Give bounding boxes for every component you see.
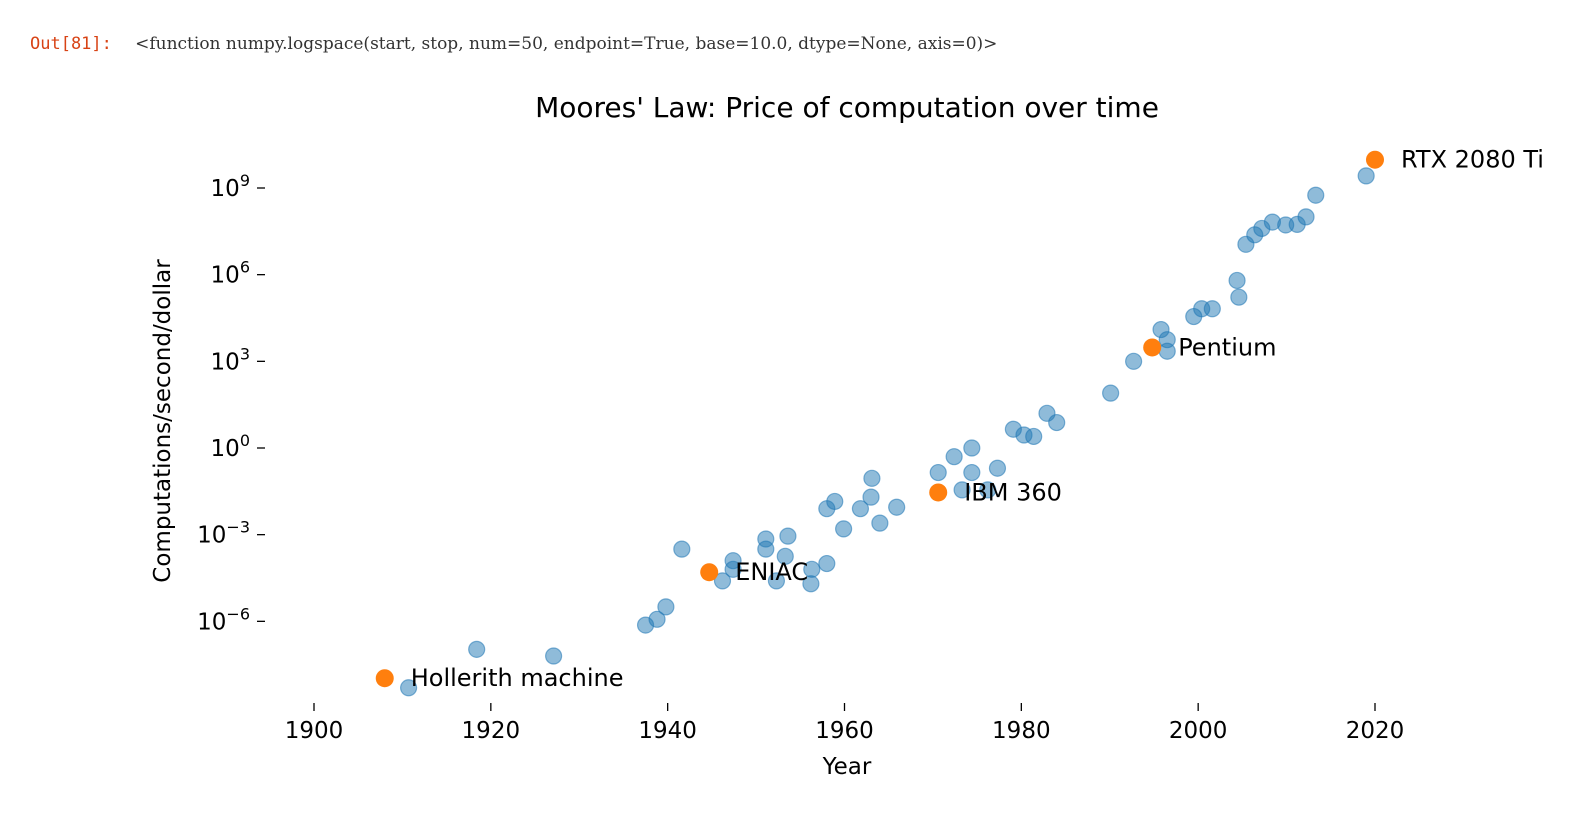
y-axis-label: Computations/second/dollar bbox=[150, 259, 176, 583]
scatter-point bbox=[851, 500, 870, 518]
scatter-point bbox=[757, 540, 775, 558]
scatter-point bbox=[929, 463, 947, 482]
scatter-point bbox=[1025, 427, 1043, 446]
y-axis-ticks: 10−6 10−3 100 103 106 109 bbox=[197, 171, 265, 635]
y-tick-label: 103 bbox=[211, 344, 250, 375]
scatter-point bbox=[863, 469, 881, 487]
y-tick-label: 109 bbox=[211, 171, 250, 202]
point-annotations: Hollerith machine ENIAC IBM 360 Pentium RTX … bbox=[411, 146, 1544, 693]
output-text: <function numpy.logspace(start, stop, nu… bbox=[135, 34, 998, 54]
scatter-point bbox=[963, 439, 981, 457]
highlight-point bbox=[929, 483, 948, 502]
x-tick-label: 1900 bbox=[285, 718, 344, 744]
y-tick-label: 10−3 bbox=[197, 518, 250, 549]
scatter-point bbox=[1102, 384, 1120, 402]
x-axis-ticks: 1900 1920 1940 1960 1980 2000 2020 bbox=[285, 703, 1405, 744]
annotation-label: Pentium bbox=[1178, 333, 1276, 361]
scatter-point bbox=[724, 560, 742, 578]
scatter-point bbox=[767, 572, 786, 590]
scatter-point bbox=[648, 610, 666, 628]
scatter-point bbox=[988, 459, 1007, 477]
scatter-point bbox=[400, 679, 418, 697]
y-tick-label: 10−6 bbox=[197, 604, 250, 635]
scatter-point bbox=[818, 554, 836, 573]
scatter-point bbox=[776, 547, 794, 565]
scatter-point bbox=[835, 520, 853, 538]
scatter-point bbox=[963, 463, 981, 482]
output-prompt: Out[81]: bbox=[30, 34, 112, 54]
scatter-point bbox=[1158, 342, 1176, 360]
output-cell: Out[81]: <function numpy.logspace(start,… bbox=[30, 30, 997, 58]
scatter-point bbox=[1203, 300, 1221, 318]
chart-title: Moores' Law: Price of computation over t… bbox=[535, 91, 1159, 124]
x-axis-label: Year bbox=[822, 754, 872, 780]
scatter-point bbox=[657, 598, 675, 616]
scatter-point bbox=[803, 560, 821, 578]
scatter-point bbox=[1048, 413, 1066, 432]
scatter-point bbox=[1357, 167, 1375, 185]
scatter-point bbox=[888, 498, 906, 516]
x-tick-label: 2020 bbox=[1346, 718, 1405, 744]
highlight-point bbox=[1143, 338, 1162, 357]
annotation-label: RTX 2080 Ti bbox=[1401, 146, 1544, 174]
scatter-point bbox=[1307, 186, 1325, 204]
x-tick-label: 1980 bbox=[992, 718, 1051, 744]
scatter-point bbox=[1230, 288, 1248, 306]
scatter-series-main bbox=[400, 167, 1375, 697]
scatter-point bbox=[953, 481, 971, 499]
scatter-point bbox=[713, 572, 732, 590]
x-tick-label: 1940 bbox=[638, 718, 697, 744]
scatter-point bbox=[862, 488, 880, 506]
highlight-point bbox=[1366, 150, 1384, 169]
y-tick-label: 100 bbox=[211, 431, 250, 462]
scatter-point bbox=[979, 481, 997, 499]
annotation-label: Hollerith machine bbox=[411, 664, 624, 692]
x-tick-label: 2000 bbox=[1169, 718, 1228, 744]
annotation-label: ENIAC bbox=[735, 558, 808, 586]
highlight-point bbox=[375, 669, 394, 688]
scatter-point bbox=[1297, 208, 1315, 226]
scatter-point bbox=[1125, 352, 1143, 370]
highlight-point bbox=[700, 563, 719, 582]
x-tick-label: 1920 bbox=[462, 718, 521, 744]
scatter-point bbox=[945, 448, 963, 466]
annotation-label: IBM 360 bbox=[964, 478, 1062, 506]
scatter-series-highlight bbox=[375, 150, 1384, 688]
scatter-point bbox=[871, 514, 889, 532]
scatter-point bbox=[779, 527, 797, 545]
scatter-point bbox=[826, 492, 844, 511]
x-tick-label: 1960 bbox=[815, 718, 874, 744]
scatter-point bbox=[545, 647, 563, 665]
scatter-point bbox=[1228, 271, 1246, 290]
scatter-point bbox=[673, 540, 691, 558]
scatter-point bbox=[468, 640, 486, 658]
y-tick-label: 106 bbox=[211, 258, 250, 289]
